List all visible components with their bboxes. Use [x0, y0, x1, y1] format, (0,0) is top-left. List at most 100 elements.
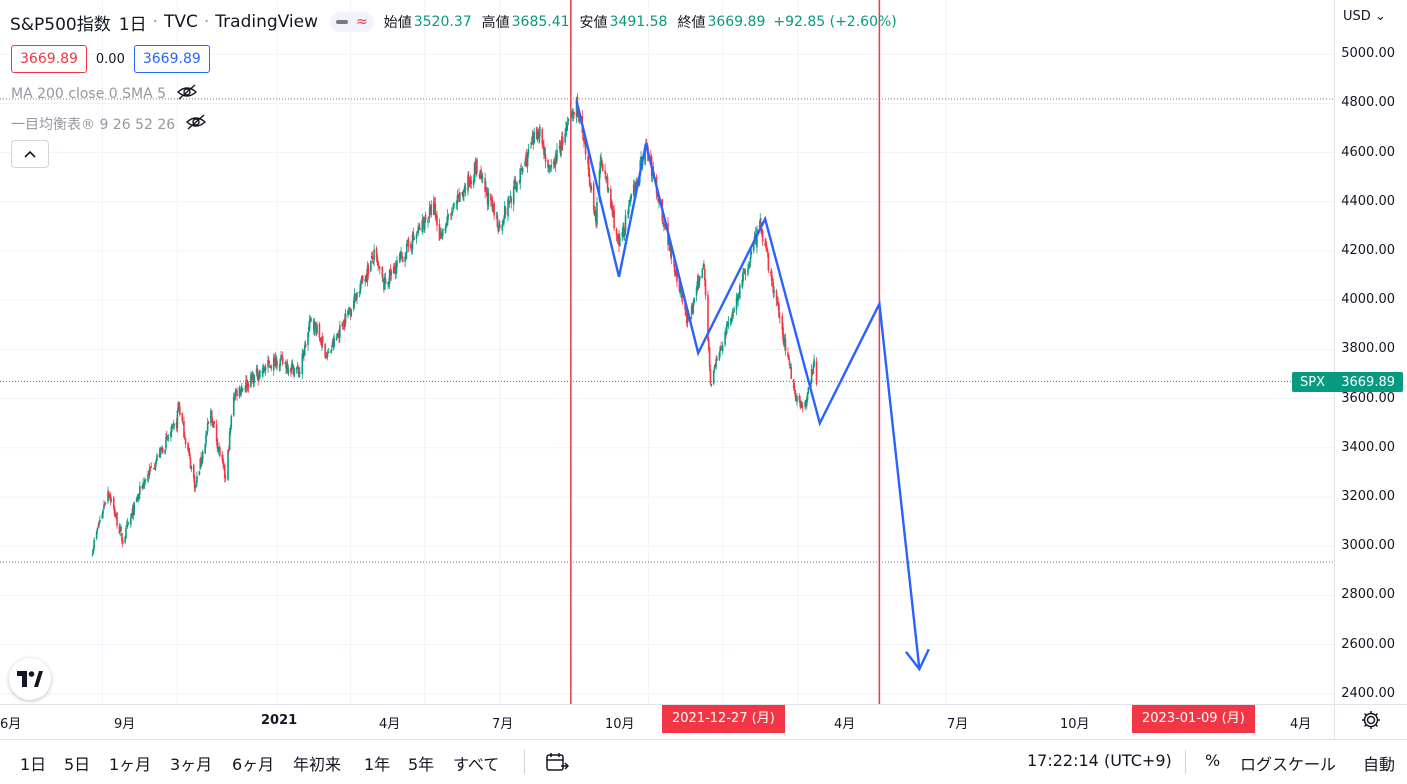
indicator-ma[interactable]: MA 200 close 0 SMA 5 [11, 84, 198, 104]
timeframe-ytd-button[interactable]: 年初来 [293, 755, 342, 774]
candle-down [121, 540, 124, 545]
candle-up [382, 278, 384, 281]
candle-down [593, 209, 596, 216]
candle-down [97, 525, 100, 528]
candle-up [405, 243, 408, 254]
candle-down [685, 312, 688, 324]
candle-up [617, 235, 619, 239]
interval-label[interactable]: 1日 [118, 14, 147, 35]
candle-down [779, 317, 781, 319]
candle-down [281, 356, 283, 358]
gear-icon[interactable] [1360, 709, 1382, 731]
candle-up [250, 374, 252, 387]
candle-up [679, 286, 682, 294]
candle-down [681, 300, 684, 302]
candle-up [594, 210, 597, 217]
candle-down [149, 466, 152, 468]
candle-down [645, 142, 648, 144]
candle-down [470, 180, 473, 185]
change-value: +92.85 (+2.60%) [773, 14, 897, 30]
candle-down [215, 424, 218, 442]
candle-down [744, 273, 747, 276]
last-price-badge: SPX 3669.89 [1292, 372, 1403, 392]
indicator-ichimoku[interactable]: 一目均衡表® 9 26 52 26 [11, 114, 207, 134]
candle-up [796, 395, 798, 403]
timeframe-6m-button[interactable]: 6ヶ月 [232, 755, 275, 774]
candle-up [206, 423, 209, 432]
candle-up [406, 240, 409, 242]
candle-down [650, 156, 652, 159]
candle-down [592, 183, 595, 211]
candle-down [343, 319, 346, 326]
candle-down [782, 327, 784, 341]
candle-up [519, 168, 522, 183]
candle-up [690, 305, 693, 316]
candle-down [787, 352, 789, 358]
candle-down [799, 400, 802, 407]
auto-scale-button[interactable]: 自動 [1363, 755, 1396, 774]
candle-up [447, 214, 450, 217]
timeframe-3m-button[interactable]: 3ヶ月 [170, 755, 213, 774]
candle-up [262, 365, 264, 374]
candle-down [286, 363, 289, 372]
candle-down [469, 178, 472, 182]
calendar-compare-icon[interactable] [545, 751, 570, 777]
candle-up [658, 202, 660, 205]
candle-up [326, 355, 329, 357]
candle-down [514, 179, 517, 185]
candle-up [139, 486, 141, 495]
candle-up [358, 291, 361, 293]
market-status-pill[interactable]: ≈ [330, 12, 374, 32]
candle-down [410, 243, 412, 249]
timeframe-all-button[interactable]: すべて [453, 755, 500, 774]
sell-price-button[interactable]: 3669.89 [11, 45, 87, 73]
candle-up [543, 154, 546, 156]
candle-up [360, 283, 362, 285]
tradingview-logo-icon[interactable] [9, 658, 51, 700]
open-label: 始値 [383, 15, 412, 31]
candle-down [371, 256, 374, 260]
candle-up [177, 402, 180, 409]
eye-off-icon[interactable] [176, 84, 198, 104]
timeframe-1y-button[interactable]: 1年 [364, 755, 391, 774]
candle-down [675, 270, 677, 276]
candle-up [718, 352, 721, 360]
candle-up [596, 202, 598, 225]
candle-down [668, 238, 671, 251]
candle-up [392, 266, 395, 274]
candle-up [383, 277, 386, 290]
candle-up [95, 531, 98, 539]
timeframe-5y-button[interactable]: 5年 [408, 755, 435, 774]
candle-down [148, 473, 150, 477]
separator-dot: · [203, 12, 210, 32]
candle-down [484, 178, 486, 192]
currency-selector[interactable]: USD ⌄ [1343, 9, 1386, 24]
candle-up [439, 231, 442, 239]
eye-off-icon[interactable] [185, 114, 207, 134]
candle-up [336, 335, 339, 337]
candle-up [501, 224, 504, 231]
candle-down [605, 175, 607, 178]
candle-down [588, 161, 590, 177]
timeframe-1m-button[interactable]: 1ヶ月 [109, 755, 152, 774]
candle-down [320, 341, 322, 345]
percent-scale-button[interactable]: % [1205, 751, 1221, 770]
log-scale-button[interactable]: ログスケール [1240, 755, 1337, 774]
timeframe-5d-button[interactable]: 5日 [64, 755, 91, 774]
collapse-legend-button[interactable] [11, 140, 49, 168]
timeframe-1d-button[interactable]: 1日 [20, 755, 47, 774]
candle-up [479, 170, 482, 175]
candle-up [321, 337, 323, 347]
clock-timezone[interactable]: 17:22:14 (UTC+9) [1027, 751, 1172, 770]
chart-grid [0, 0, 1334, 704]
candle-up [552, 161, 555, 165]
candle-up [725, 323, 728, 334]
candle-up [264, 367, 267, 371]
candle-up [674, 270, 677, 275]
time-marker-flag: 2023-01-09 (月) [1132, 705, 1255, 733]
candle-down [764, 243, 766, 247]
candle-up [632, 184, 635, 196]
symbol-name[interactable]: S&P500指数 [10, 14, 111, 35]
buy-price-button[interactable]: 3669.89 [133, 45, 210, 73]
